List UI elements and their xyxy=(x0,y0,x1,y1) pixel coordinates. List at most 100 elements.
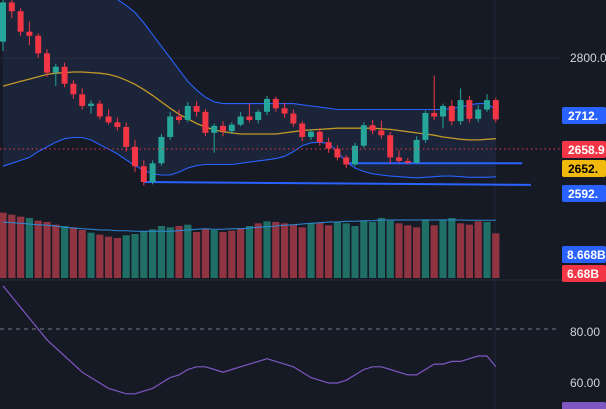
candle xyxy=(105,109,112,125)
candle xyxy=(158,134,165,166)
candle xyxy=(26,21,33,46)
volume-bar xyxy=(395,223,403,278)
candle xyxy=(316,128,323,146)
candle xyxy=(281,102,288,118)
price-tag-ma: 2652. xyxy=(562,160,606,177)
volume-bar xyxy=(483,222,491,278)
volume-bar xyxy=(8,214,16,278)
volume-bar xyxy=(105,236,113,278)
volume-bar xyxy=(122,235,130,278)
volume-bar xyxy=(457,223,465,278)
price-tag-last: 2658.9 xyxy=(562,141,606,158)
candle xyxy=(8,0,15,19)
volume-bar xyxy=(210,230,218,278)
candle xyxy=(440,103,446,129)
candle xyxy=(96,100,103,120)
oscillator-tick-label: 60.00 xyxy=(570,376,600,390)
candle xyxy=(360,122,367,149)
volume-bar xyxy=(149,229,157,278)
price-tag-lower: 2592. xyxy=(562,185,606,202)
volume-bar xyxy=(316,222,324,278)
middle-ma-line xyxy=(2,71,496,141)
candle xyxy=(79,88,86,110)
volume-bar xyxy=(201,228,209,278)
candle xyxy=(140,160,147,186)
price-tag-label: 2592. xyxy=(568,187,598,201)
candle xyxy=(272,96,279,112)
candle xyxy=(17,8,24,36)
candle xyxy=(61,62,68,88)
volume-bar xyxy=(140,231,148,278)
price-tick-label: 2800.0 xyxy=(570,51,606,65)
candle xyxy=(475,104,482,123)
oscillator-line xyxy=(2,285,497,395)
volume-ma-line xyxy=(2,219,496,232)
volume-last-tag: 6.68B xyxy=(562,265,606,282)
candle xyxy=(308,129,314,140)
price-axis[interactable]: 2800.0 80.00 60.00 2712. 2658.9 2652. 25… xyxy=(562,51,606,409)
volume-bar xyxy=(369,222,377,278)
price-tag-label: 2652. xyxy=(568,162,598,176)
candle xyxy=(193,101,200,117)
volume-bar xyxy=(87,232,95,278)
candle xyxy=(352,142,358,167)
candle xyxy=(123,122,130,152)
volume-bar xyxy=(404,225,412,278)
candle xyxy=(149,160,156,185)
volume-bar xyxy=(184,224,192,278)
candle xyxy=(167,111,174,140)
price-tag-label: 2712. xyxy=(568,109,598,123)
oscillator-pane[interactable] xyxy=(0,285,560,395)
oscillator-tick-label: 80.00 xyxy=(570,325,600,339)
volume-bar xyxy=(325,225,333,278)
candle xyxy=(396,150,402,163)
candle xyxy=(246,103,253,123)
candle xyxy=(132,139,138,173)
candle xyxy=(484,94,490,112)
candle xyxy=(387,131,394,164)
price-tag-upper: 2712. xyxy=(562,107,606,124)
candle xyxy=(255,109,262,124)
volume-bar xyxy=(131,234,139,278)
candle xyxy=(35,33,42,58)
volume-ma-tag: 8.668B xyxy=(562,246,606,263)
volume-pane[interactable] xyxy=(0,212,500,278)
volume-bar xyxy=(413,227,421,278)
volume-bar xyxy=(272,222,280,278)
price-pane[interactable] xyxy=(0,0,560,186)
candle xyxy=(448,100,455,126)
candle xyxy=(413,136,420,164)
volume-bar xyxy=(307,223,315,278)
volume-bar xyxy=(281,223,289,278)
lower-band-line xyxy=(2,136,496,179)
candle xyxy=(290,109,297,128)
volume-bar xyxy=(439,219,447,278)
candle xyxy=(211,123,218,153)
volume-bar xyxy=(351,226,359,278)
candle xyxy=(457,88,464,125)
volume-last-label: 6.68B xyxy=(567,267,599,281)
volume-bar xyxy=(421,219,429,278)
volume-bar xyxy=(474,221,482,278)
candle xyxy=(404,158,411,165)
candle xyxy=(114,117,121,131)
volume-bar xyxy=(17,216,25,278)
candle xyxy=(220,121,226,137)
volume-bar xyxy=(386,220,394,278)
candle xyxy=(0,0,6,51)
candle xyxy=(299,121,306,142)
volume-bar xyxy=(333,222,341,278)
volume-bar xyxy=(175,226,183,278)
volume-bar xyxy=(52,224,60,278)
volume-bar xyxy=(0,212,7,278)
candle xyxy=(70,80,77,99)
candle xyxy=(176,109,182,124)
support-trendline[interactable] xyxy=(143,180,532,186)
oscillator-value-tag xyxy=(562,402,606,409)
candle xyxy=(466,96,473,123)
volume-bar xyxy=(237,228,245,278)
volume-bar xyxy=(430,225,438,278)
volume-bar xyxy=(61,226,69,278)
